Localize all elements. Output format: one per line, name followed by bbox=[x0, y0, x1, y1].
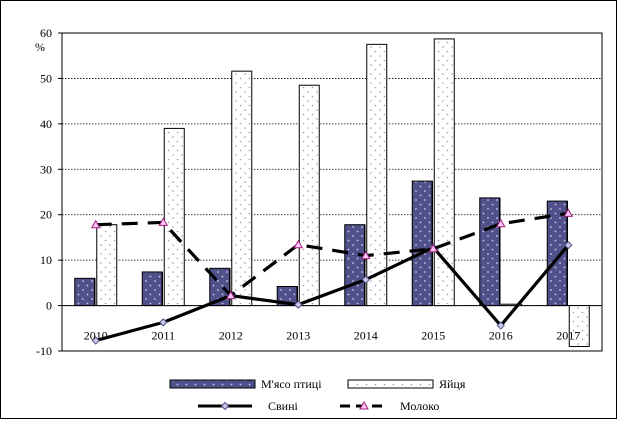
x-axis-labels: 2010 2011 2012 2013 2014 2015 2016 2017 bbox=[84, 329, 581, 343]
point-pigs-2016 bbox=[496, 321, 505, 330]
bar-eggs-2010 bbox=[96, 224, 118, 307]
legend-swatch-poultry bbox=[169, 379, 256, 389]
x-tick-label-2010: 2010 bbox=[84, 329, 108, 343]
y-tick-label--10: -10 bbox=[36, 344, 52, 358]
y-tick-label-0: 0 bbox=[46, 299, 52, 313]
lines-group bbox=[90, 208, 574, 345]
point-milk-2016 bbox=[495, 218, 506, 228]
legend-label-eggs: Яйця bbox=[439, 377, 466, 391]
bar-eggs-2016 bbox=[501, 303, 523, 307]
legend-label-milk: Молоко bbox=[400, 399, 439, 413]
x-tick-label-2015: 2015 bbox=[421, 329, 445, 343]
point-pigs-2010 bbox=[91, 336, 100, 345]
legend: М'ясо птиці Яйця Свині Молоко bbox=[169, 377, 466, 413]
point-pigs-2013 bbox=[294, 300, 303, 309]
y-tick-label-40: 40 bbox=[40, 117, 52, 131]
x-tick-label-2011: 2011 bbox=[151, 329, 175, 343]
line-milk bbox=[95, 211, 569, 298]
point-pigs-2011 bbox=[159, 318, 168, 327]
y-tick-label-50: 50 bbox=[40, 71, 52, 85]
line-pigs bbox=[95, 244, 570, 343]
y-tick-label-60: 60 bbox=[40, 26, 52, 40]
point-milk-2012 bbox=[225, 290, 236, 300]
bar-eggs-2011 bbox=[163, 127, 185, 307]
x-tick-label-2013: 2013 bbox=[286, 329, 310, 343]
bar-eggs-2012 bbox=[231, 70, 253, 307]
y-axis: -10 0 10 20 30 40 50 60 bbox=[36, 26, 62, 358]
point-milk-2017 bbox=[563, 208, 574, 217]
y-tick-label-30: 30 bbox=[40, 162, 52, 176]
bar-poultry-2014 bbox=[344, 224, 366, 307]
x-tick-label-2014: 2014 bbox=[354, 329, 378, 343]
plot-area-border bbox=[61, 32, 603, 352]
legend-label-poultry: М'ясо птиці bbox=[261, 377, 322, 391]
bar-eggs-2015 bbox=[433, 38, 455, 307]
point-milk-2011 bbox=[158, 217, 169, 226]
legend-marker-milk bbox=[359, 400, 369, 410]
point-pigs-2014 bbox=[361, 275, 370, 284]
point-pigs-2017 bbox=[564, 240, 573, 250]
y-axis-unit-label: % bbox=[35, 40, 45, 54]
bar-poultry-2016 bbox=[479, 197, 501, 307]
legend-label-pigs: Свині bbox=[268, 399, 299, 413]
bar-poultry-2010 bbox=[74, 277, 96, 307]
bar-eggs-2014 bbox=[366, 43, 388, 307]
y-tick-label-20: 20 bbox=[40, 208, 52, 222]
point-milk-2010 bbox=[90, 219, 101, 229]
x-tick-label-2012: 2012 bbox=[219, 329, 243, 343]
bar-poultry-2015 bbox=[411, 180, 433, 307]
x-tick-label-2017: 2017 bbox=[556, 329, 580, 343]
legend-swatch-eggs bbox=[347, 379, 434, 389]
point-milk-2013 bbox=[293, 239, 304, 249]
bar-poultry-2011 bbox=[141, 271, 163, 307]
bar-eggs-2013 bbox=[298, 84, 320, 307]
bar-eggs-2017 bbox=[568, 305, 590, 347]
point-milk-2014 bbox=[360, 250, 371, 260]
legend-marker-pigs bbox=[220, 401, 230, 411]
x-tick-label-2016: 2016 bbox=[489, 329, 513, 343]
point-milk-2015 bbox=[428, 243, 439, 253]
y-tick-label-10: 10 bbox=[40, 253, 52, 267]
